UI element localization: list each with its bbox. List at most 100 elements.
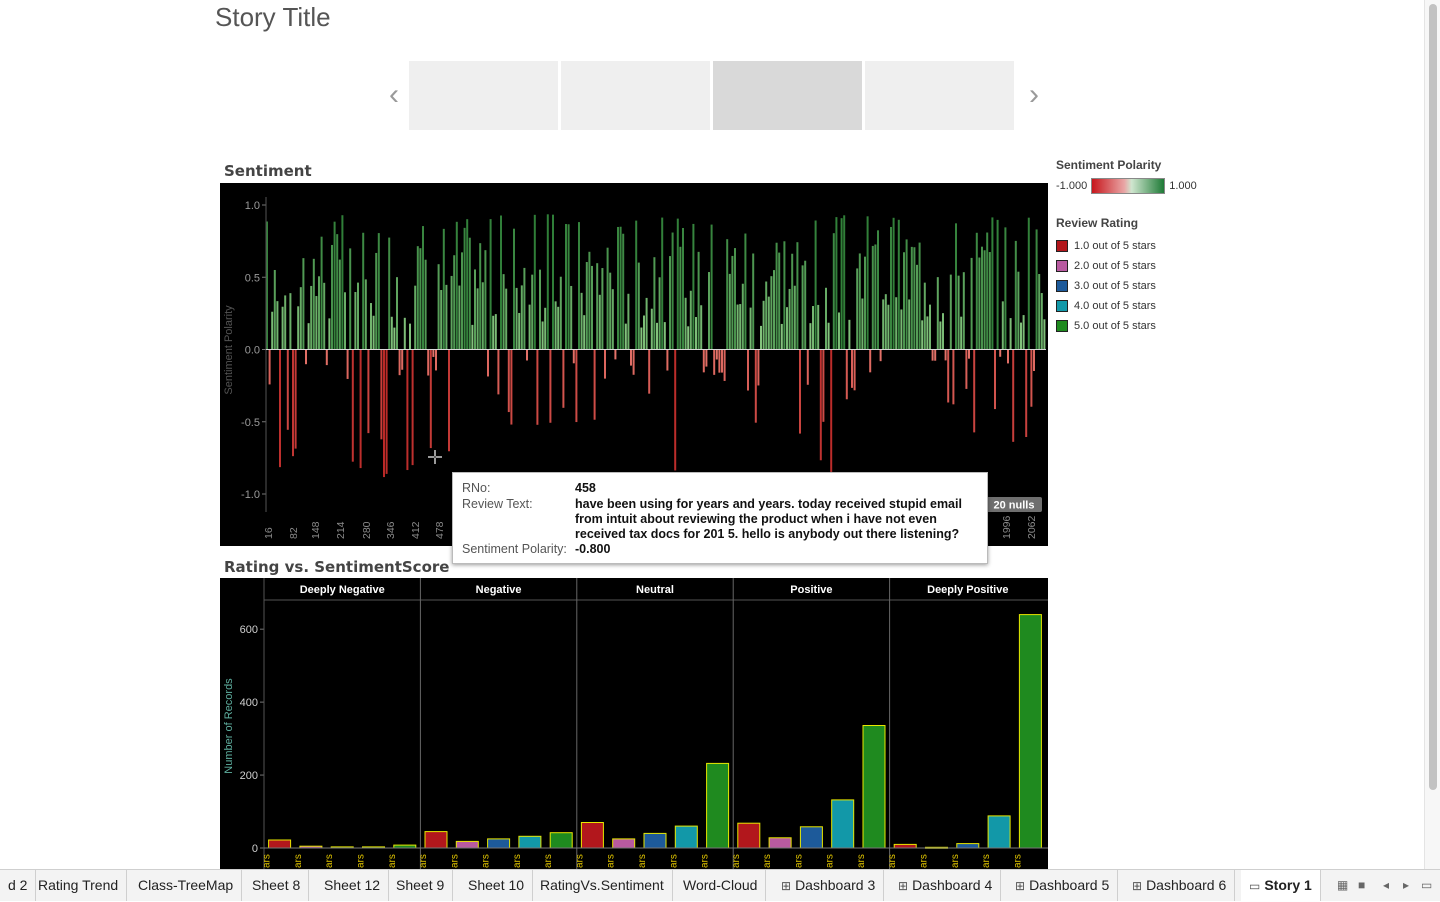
sentiment-bar[interactable] [726, 239, 729, 350]
sentiment-bar[interactable] [471, 324, 474, 350]
show-filmstrip-icon[interactable]: ▦ [1337, 878, 1349, 892]
sentiment-bar[interactable] [747, 349, 749, 391]
sheet-tab[interactable]: Sheet 9 [388, 870, 454, 901]
sentiment-bar[interactable] [526, 349, 528, 361]
sentiment-bar[interactable] [357, 282, 359, 350]
sentiment-bar[interactable] [466, 219, 469, 350]
sentiment-bar[interactable] [598, 294, 601, 350]
scroll-tabs-left-icon[interactable]: ◂ [1383, 878, 1390, 892]
sentiment-bar[interactable] [635, 220, 638, 350]
sentiment-bar[interactable] [331, 244, 333, 350]
sentiment-bar[interactable] [372, 315, 375, 350]
sentiment-bar[interactable] [435, 349, 437, 371]
sentiment-bar[interactable] [476, 288, 479, 350]
sentiment-bar[interactable] [318, 276, 320, 350]
sentiment-bar[interactable] [874, 244, 877, 350]
sentiment-bar[interactable] [1025, 349, 1028, 438]
rating-chart[interactable]: Number of Records 600 400 200 0 Deeply Negat… [220, 578, 1048, 869]
sentiment-bar[interactable] [718, 349, 721, 373]
sentiment-bar[interactable] [1033, 349, 1035, 372]
sentiment-bar[interactable] [604, 349, 606, 379]
sentiment-bar[interactable] [975, 232, 978, 350]
sentiment-bar[interactable] [1027, 217, 1030, 350]
sentiment-bar[interactable] [617, 226, 619, 350]
sentiment-bar[interactable] [882, 299, 885, 350]
sheet-tab[interactable]: Sheet 12 [316, 870, 390, 901]
sheet-tab[interactable]: Rating Trend [30, 870, 128, 901]
sentiment-bar[interactable] [266, 221, 268, 350]
sentiment-bar[interactable] [520, 285, 523, 350]
sentiment-bar[interactable] [557, 306, 560, 350]
sentiment-bar[interactable] [736, 304, 739, 350]
sentiment-bar[interactable] [645, 297, 648, 350]
sentiment-bar[interactable] [918, 242, 921, 350]
sentiment-bar[interactable] [968, 349, 970, 359]
sentiment-bar[interactable] [650, 308, 653, 350]
rating-legend-item-4[interactable]: 4.0 out of 5 stars [1056, 296, 1156, 316]
sentiment-bar[interactable] [871, 245, 874, 350]
sentiment-bar[interactable] [442, 228, 445, 350]
sentiment-bar[interactable] [284, 295, 287, 350]
sentiment-bar[interactable] [578, 222, 580, 350]
sentiment-bar[interactable] [609, 272, 612, 350]
sentiment-bar[interactable] [957, 275, 960, 350]
sentiment-bar[interactable] [349, 248, 352, 350]
sentiment-bar[interactable] [632, 349, 635, 375]
sentiment-bar[interactable] [679, 246, 682, 350]
sentiment-bar[interactable] [669, 256, 671, 350]
sentiment-bar[interactable] [887, 304, 890, 350]
sentiment-bar[interactable] [588, 251, 591, 350]
rating-bar[interactable] [580, 822, 604, 849]
sentiment-bar[interactable] [806, 349, 809, 385]
sheet-tab[interactable]: Word-Cloud [675, 870, 767, 901]
sentiment-bar[interactable] [812, 306, 814, 350]
sentiment-bar[interactable] [627, 293, 630, 350]
story-point-4[interactable] [865, 61, 1014, 130]
sentiment-bar[interactable] [728, 273, 731, 350]
rating-legend-item-5[interactable]: 5.0 out of 5 stars [1056, 316, 1156, 336]
sentiment-bar[interactable] [913, 247, 916, 350]
sentiment-bar[interactable] [856, 268, 859, 350]
sentiment-bar[interactable] [689, 290, 692, 350]
sentiment-bar[interactable] [559, 276, 562, 350]
sentiment-bar[interactable] [1001, 301, 1004, 350]
sentiment-bar[interactable] [1017, 271, 1020, 350]
sentiment-bar[interactable] [900, 309, 903, 350]
sentiment-bar[interactable] [591, 265, 593, 350]
sentiment-bar[interactable] [398, 349, 401, 376]
sentiment-bar[interactable] [539, 269, 541, 350]
sentiment-bar[interactable] [575, 349, 578, 423]
sheet-tab[interactable]: ⊞ Dashboard 4 [890, 870, 1002, 901]
presentation-mode-icon[interactable]: ▭ [1421, 878, 1433, 892]
sentiment-bar[interactable] [507, 349, 510, 413]
sheet-tab[interactable]: ⊞ Dashboard 6 [1124, 870, 1236, 901]
sentiment-bar[interactable] [884, 294, 887, 350]
sentiment-bar[interactable] [1012, 349, 1015, 442]
sentiment-bar[interactable] [934, 349, 937, 361]
sentiment-bar[interactable] [926, 316, 929, 350]
scrollbar-thumb[interactable] [1429, 4, 1437, 790]
sentiment-bar[interactable] [994, 349, 996, 410]
sentiment-bar[interactable] [793, 285, 796, 350]
sentiment-bar[interactable] [996, 219, 999, 350]
sentiment-bar[interactable] [869, 349, 872, 373]
sentiment-bar[interactable] [312, 258, 315, 350]
sentiment-bar[interactable] [375, 252, 378, 350]
story-point-2[interactable] [561, 61, 710, 130]
sentiment-bar[interactable] [552, 214, 554, 350]
sentiment-bar[interactable] [663, 322, 666, 350]
rating-bar[interactable] [487, 838, 511, 849]
sentiment-bar[interactable] [562, 349, 565, 408]
sentiment-bar[interactable] [744, 233, 747, 350]
sentiment-bar[interactable] [570, 285, 573, 350]
sentiment-bar[interactable] [448, 349, 450, 452]
rating-bar[interactable] [862, 725, 886, 849]
sentiment-bar[interactable] [879, 349, 882, 362]
sentiment-bar[interactable] [406, 349, 409, 471]
sentiment-bar[interactable] [903, 252, 905, 350]
sentiment-bar[interactable] [684, 297, 687, 350]
sentiment-bar[interactable] [705, 349, 708, 367]
sentiment-bar[interactable] [905, 239, 908, 350]
sentiment-bar[interactable] [531, 274, 534, 350]
sentiment-bar[interactable] [481, 282, 484, 350]
